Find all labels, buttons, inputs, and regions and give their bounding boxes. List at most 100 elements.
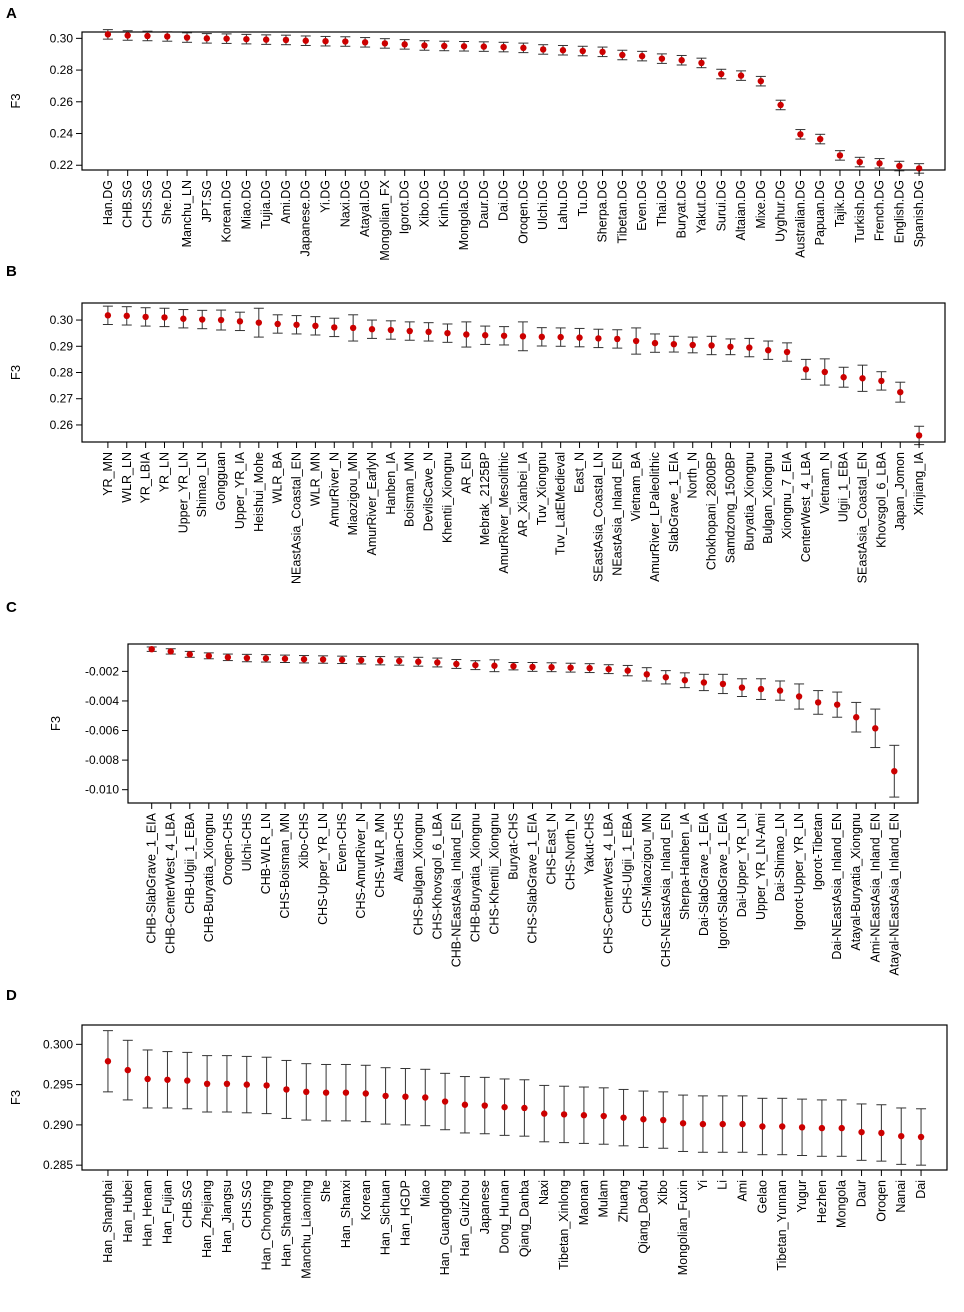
x-tick-label: Ulgii_1_EBA <box>837 451 851 522</box>
data-point <box>186 651 193 658</box>
data-point <box>708 342 715 349</box>
x-tick-label: Korean <box>359 1180 373 1220</box>
data-point <box>281 655 289 662</box>
x-tick-label: Xibo-CHS <box>297 813 311 869</box>
x-tick-label: Boisman_MN <box>403 452 417 527</box>
data-point <box>387 326 395 334</box>
x-tick-label: Tajik.DG <box>833 180 847 227</box>
data-point <box>898 1132 905 1140</box>
data-point <box>104 1058 112 1065</box>
data-point <box>679 1120 687 1127</box>
data-point <box>878 1129 885 1137</box>
x-tick-label: Heishui_Mohe <box>252 452 266 532</box>
x-tick-label: Uyghur.DG <box>774 180 788 242</box>
x-tick-label: Igorot.DG <box>398 180 412 234</box>
x-tick-label: CHS-NEastAsia_Inland_EN <box>659 813 673 967</box>
y-tick-label: 0.26 <box>50 95 74 109</box>
data-point <box>205 652 213 660</box>
data-point <box>891 768 898 775</box>
data-point <box>481 1102 488 1109</box>
data-point <box>401 41 408 48</box>
data-point <box>396 657 403 665</box>
plot-frame <box>127 643 919 804</box>
y-tick-label: 0.28 <box>50 63 74 77</box>
data-point <box>460 43 468 50</box>
x-tick-label: Igorot-Tibetan <box>811 813 825 890</box>
x-tick-label: Han_Shandong <box>279 1180 293 1267</box>
data-point <box>876 160 883 167</box>
data-point <box>605 665 612 673</box>
x-tick-label: Tibetan_Yunnan <box>775 1180 789 1271</box>
x-tick-label: She.DG <box>160 180 174 224</box>
data-point <box>559 47 567 54</box>
data-point <box>322 1089 330 1096</box>
data-point <box>662 674 670 681</box>
data-point <box>580 1112 588 1119</box>
x-tick-label: CHS-Upper_YR_LN <box>316 813 330 925</box>
data-point <box>243 1081 250 1088</box>
x-tick-label: Xiongnu_7_EIA <box>780 451 794 539</box>
y-tick-label: 0.295 <box>43 1078 73 1092</box>
x-tick-label: Han_Zhejiang <box>200 1180 214 1258</box>
x-tick-label: Gelao <box>755 1180 769 1213</box>
y-tick-label: 0.290 <box>43 1118 73 1132</box>
x-tick-label: Ami <box>736 1180 750 1202</box>
data-point <box>402 1093 409 1100</box>
data-point <box>124 32 131 39</box>
y-tick-label: -0.006 <box>85 724 119 738</box>
data-point <box>274 320 281 328</box>
data-point <box>123 312 130 320</box>
data-point <box>415 658 422 665</box>
plot-frame <box>81 302 946 443</box>
x-tick-label: Turkish.DG <box>853 180 867 243</box>
x-tick-label: SlabGrave_1_EIA <box>667 451 681 552</box>
data-point <box>738 684 746 691</box>
data-point <box>262 36 270 43</box>
data-point <box>917 1133 925 1141</box>
x-tick-label: CHS-North_N <box>564 813 578 890</box>
x-tick-label: CHB.SG <box>180 1180 194 1228</box>
data-point <box>480 43 488 50</box>
data-point <box>510 662 517 670</box>
data-point <box>783 348 791 356</box>
y-tick-label: 0.24 <box>50 127 74 141</box>
x-tick-label: Chokhopani_2800BP <box>705 452 719 570</box>
data-point <box>243 654 251 662</box>
data-point <box>302 37 309 44</box>
x-tick-label: Oroqen-CHS <box>221 813 235 885</box>
data-point <box>263 1082 270 1089</box>
data-point <box>620 1114 627 1121</box>
data-point <box>779 1123 786 1130</box>
panel-label: D <box>6 987 17 1004</box>
x-tick-label: Buryatia_Xiongnu <box>742 452 756 551</box>
data-point <box>560 1111 568 1118</box>
plot-frame <box>81 1024 948 1171</box>
x-tick-label: Ulchi.DG <box>536 180 550 230</box>
data-point <box>727 343 734 350</box>
x-tick-label: CHS-SlabGrave_1_EIA <box>526 812 540 943</box>
x-tick-label: Upper_YR_LN <box>176 452 190 533</box>
x-tick-label: CHS.SG <box>140 180 154 228</box>
y-tick-label: 0.300 <box>43 1037 73 1051</box>
x-tick-label: Kinh.DG <box>437 180 451 227</box>
x-tick-label: Dai-Upper_YR_LN <box>735 813 749 917</box>
x-tick-label: CHB-SlabGrave_1_EIA <box>145 812 159 943</box>
data-point <box>434 659 441 666</box>
x-tick-label: Japanese.DG <box>299 180 313 256</box>
data-point <box>224 654 232 661</box>
data-point <box>878 377 885 385</box>
panel-label: B <box>6 263 17 280</box>
data-point <box>303 1088 310 1096</box>
data-point <box>759 1123 766 1130</box>
data-point <box>699 1120 707 1128</box>
x-tick-label: Vietnam_BA <box>629 451 643 521</box>
data-point <box>689 341 696 349</box>
x-tick-label: Upper_YR_LN-Ami <box>754 813 768 920</box>
x-tick-label: Atayal-Buryatia_Xiongnu <box>849 813 863 951</box>
x-tick-label: Xinjiang_IA <box>912 451 926 515</box>
x-tick-label: Daur <box>855 1180 869 1207</box>
data-point <box>520 44 527 52</box>
x-tick-label: CHS-Ulgii_1_EBA <box>621 812 635 913</box>
data-point <box>539 46 547 53</box>
x-tick-label: Dai-NEastAsia_Inland_EN <box>830 813 844 960</box>
